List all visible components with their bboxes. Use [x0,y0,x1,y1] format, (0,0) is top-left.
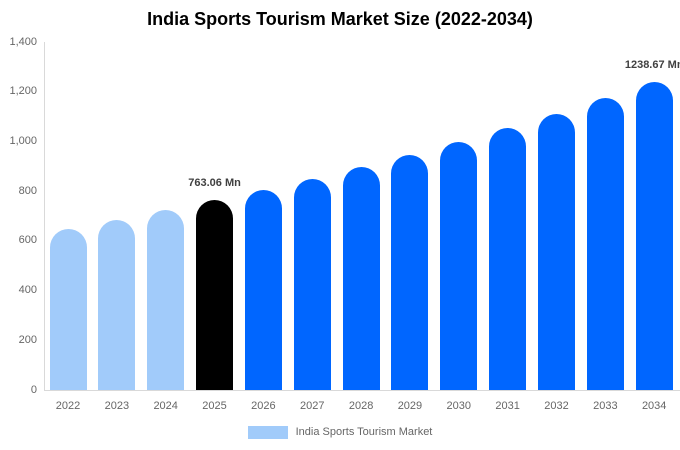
bar-2033[interactable] [586,98,624,390]
x-axis-label-2022: 2022 [55,400,81,412]
data-label-2025: 763.06 Mn [188,177,241,190]
legend-label[interactable]: India Sports Tourism Market [295,426,433,438]
y-axis-label: 800 [18,184,37,197]
bar-2024[interactable] [147,210,185,390]
x-axis-label-2030: 2030 [446,400,472,412]
y-axis-label: 200 [18,333,37,346]
bar-2028[interactable] [342,167,380,390]
y-axis-label: 400 [18,284,37,297]
x-axis-label-2026: 2026 [251,400,276,412]
legend: India Sports Tourism Market [0,424,680,440]
data-label-2034: 1238.67 Mn [624,59,680,72]
y-axis-label: 1,400 [9,35,37,48]
bar-2030[interactable] [440,141,478,390]
bar-2023[interactable] [98,219,136,390]
x-axis-label-2031: 2031 [495,400,520,412]
bar-2029[interactable] [391,154,429,390]
bar-2027[interactable] [293,178,331,390]
x-axis-label-2029: 2029 [397,400,423,412]
y-axis-label: 1,200 [9,85,37,98]
x-axis-label-2028: 2028 [348,400,374,412]
x-axis-label-2025: 2025 [202,400,227,412]
y-axis-label: 1,000 [9,134,37,147]
bar-2032[interactable] [538,113,575,390]
bar-2034[interactable] [635,82,673,390]
bar-2031[interactable] [489,128,527,390]
x-axis-label-2023: 2023 [104,400,130,412]
x-axis-label-2032: 2032 [544,400,569,412]
chart-title: India Sports Tourism Market Size (2022-2… [147,9,533,29]
bar-2025[interactable] [196,200,234,390]
bar-2022[interactable] [49,228,87,390]
y-axis-line [44,42,45,391]
bar-2026[interactable] [244,189,282,390]
x-axis-label-2034: 2034 [641,400,667,412]
x-axis-label-2024: 2024 [153,400,178,412]
legend-swatch[interactable] [247,425,288,439]
y-axis-label: 600 [18,234,37,247]
x-axis-label-2033: 2033 [593,400,618,412]
x-axis-label-2027: 2027 [300,400,325,412]
y-axis-label: 0 [30,383,37,396]
x-axis-line [44,390,680,391]
